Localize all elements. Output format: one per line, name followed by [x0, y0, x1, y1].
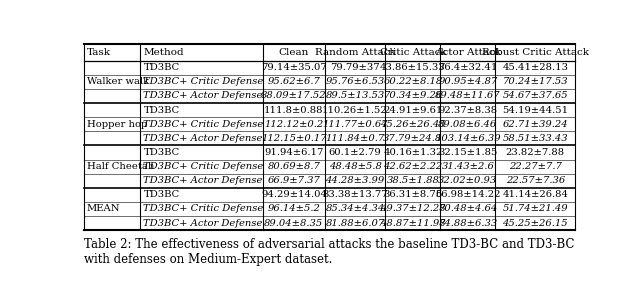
Text: Walker walk: Walker walk [87, 77, 149, 86]
Text: 58.51±33.43: 58.51±33.43 [502, 134, 568, 143]
Text: 48.87±11.98: 48.87±11.98 [380, 219, 446, 228]
Text: Table 2: The effectiveness of adversarial attacks the baseline TD3-BC and TD3-BC: Table 2: The effectiveness of adversaria… [84, 238, 575, 266]
Text: 103.14±6.39: 103.14±6.39 [435, 134, 500, 143]
Text: 111.77±0.67: 111.77±0.67 [322, 120, 388, 129]
Text: Robust Critic Attack: Robust Critic Attack [482, 48, 589, 57]
Text: 60.1±2.79: 60.1±2.79 [329, 148, 381, 157]
Text: 70.34±9.26: 70.34±9.26 [383, 91, 443, 100]
Text: 111.84±0.7: 111.84±0.7 [325, 134, 385, 143]
Text: TD3BC+ Critic Defense: TD3BC+ Critic Defense [143, 162, 264, 171]
Text: 89.48±11.67: 89.48±11.67 [435, 91, 500, 100]
Text: 32.02±0.93: 32.02±0.93 [438, 176, 497, 185]
Text: 83.38±13.77: 83.38±13.77 [322, 190, 388, 199]
Text: Critic Attack: Critic Attack [380, 48, 446, 57]
Text: 23.82±7.88: 23.82±7.88 [506, 148, 564, 157]
Text: TD3BC+ Critic Defense: TD3BC+ Critic Defense [143, 120, 264, 129]
Text: 51.74±21.49: 51.74±21.49 [502, 204, 568, 213]
Text: 76.4±32.41: 76.4±32.41 [438, 63, 498, 72]
Text: 49.37±12.28: 49.37±12.28 [380, 204, 446, 213]
Text: 48.48±5.8: 48.48±5.8 [328, 162, 381, 171]
Text: 89.04±8.35: 89.04±8.35 [264, 219, 323, 228]
Text: 22.27±7.7: 22.27±7.7 [509, 162, 562, 171]
Text: 95.76±6.53: 95.76±6.53 [325, 77, 385, 86]
Text: TD3BC+ Critic Defense: TD3BC+ Critic Defense [143, 77, 264, 86]
Text: 32.15±1.85: 32.15±1.85 [438, 148, 498, 157]
Text: 60.22±8.18: 60.22±8.18 [383, 77, 443, 86]
Text: 92.37±8.38: 92.37±8.38 [438, 106, 497, 115]
Text: 44.28±3.99: 44.28±3.99 [325, 176, 385, 185]
Text: 111.8±0.88: 111.8±0.88 [264, 106, 324, 115]
Text: Method: Method [143, 48, 184, 57]
Text: Clean: Clean [278, 48, 309, 57]
Text: Hopper hop: Hopper hop [87, 120, 147, 129]
Text: 45.41±28.13: 45.41±28.13 [502, 63, 568, 72]
Text: TD3BC+ Critic Defense: TD3BC+ Critic Defense [143, 204, 264, 213]
Text: 24.91±9.61: 24.91±9.61 [383, 106, 443, 115]
Text: 81.88±6.07: 81.88±6.07 [325, 219, 385, 228]
Text: 79.14±35.07: 79.14±35.07 [261, 63, 327, 72]
Text: 89.5±13.53: 89.5±13.53 [325, 91, 385, 100]
Text: 70.24±17.53: 70.24±17.53 [502, 77, 568, 86]
Text: TD3BC: TD3BC [143, 106, 180, 115]
Text: 45.26±26.45: 45.26±26.45 [380, 120, 446, 129]
Text: 54.19±44.51: 54.19±44.51 [502, 106, 568, 115]
Text: 94.29±14.04: 94.29±14.04 [261, 190, 327, 199]
Text: 42.62±2.22: 42.62±2.22 [383, 162, 443, 171]
Text: Actor Attack: Actor Attack [435, 48, 501, 57]
Text: TD3BC+ Actor Defense: TD3BC+ Actor Defense [143, 219, 263, 228]
Text: 66.98±14.22: 66.98±14.22 [435, 190, 500, 199]
Text: 110.26±1.52: 110.26±1.52 [322, 106, 388, 115]
Text: 89.08±6.46: 89.08±6.46 [438, 120, 497, 129]
Text: 112.12±0.2: 112.12±0.2 [264, 120, 323, 129]
Text: TD3BC+ Actor Defense: TD3BC+ Actor Defense [143, 91, 263, 100]
Text: 96.14±5.2: 96.14±5.2 [268, 204, 321, 213]
Text: MEAN: MEAN [87, 204, 120, 213]
Text: 31.43±2.6: 31.43±2.6 [442, 162, 494, 171]
Text: 88.09±17.52: 88.09±17.52 [261, 91, 326, 100]
Text: 43.86±15.33: 43.86±15.33 [380, 63, 446, 72]
Text: Random Attack: Random Attack [315, 48, 396, 57]
Text: 91.94±6.17: 91.94±6.17 [264, 148, 324, 157]
Text: 90.95±4.87: 90.95±4.87 [438, 77, 497, 86]
Text: Half Cheetah: Half Cheetah [87, 162, 154, 171]
Text: 54.67±37.65: 54.67±37.65 [502, 91, 568, 100]
Text: 85.34±4.34: 85.34±4.34 [325, 204, 385, 213]
Text: TD3BC+ Actor Defense: TD3BC+ Actor Defense [143, 134, 263, 143]
Text: 95.62±6.7: 95.62±6.7 [268, 77, 321, 86]
Text: 41.14±26.84: 41.14±26.84 [502, 190, 568, 199]
Text: 40.16±1.32: 40.16±1.32 [383, 148, 443, 157]
Text: 22.57±7.36: 22.57±7.36 [506, 176, 565, 185]
Text: 45.25±26.15: 45.25±26.15 [502, 219, 568, 228]
Text: Task: Task [87, 48, 111, 57]
Text: 112.15±0.17: 112.15±0.17 [261, 134, 326, 143]
Text: TD3BC+ Actor Defense: TD3BC+ Actor Defense [143, 176, 263, 185]
Text: 36.31±8.75: 36.31±8.75 [383, 190, 442, 199]
Text: 79.79±37: 79.79±37 [330, 63, 380, 72]
Text: TD3BC: TD3BC [143, 190, 180, 199]
Text: TD3BC: TD3BC [143, 148, 180, 157]
Text: 38.5±1.88: 38.5±1.88 [387, 176, 440, 185]
Text: 70.48±4.64: 70.48±4.64 [438, 204, 497, 213]
Text: 37.79±24.8: 37.79±24.8 [383, 134, 443, 143]
Text: 62.71±39.24: 62.71±39.24 [502, 120, 568, 129]
Text: 74.88±6.33: 74.88±6.33 [438, 219, 497, 228]
Text: TD3BC: TD3BC [143, 63, 180, 72]
Text: 66.9±7.37: 66.9±7.37 [268, 176, 321, 185]
Text: 80.69±8.7: 80.69±8.7 [268, 162, 321, 171]
